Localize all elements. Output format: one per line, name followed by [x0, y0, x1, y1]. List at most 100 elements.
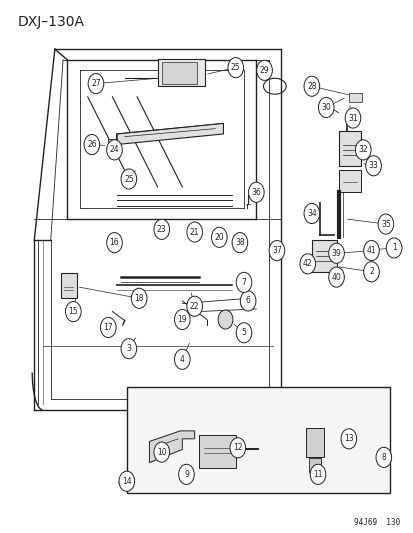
- Circle shape: [107, 140, 122, 160]
- Text: 35: 35: [380, 220, 390, 229]
- Circle shape: [256, 60, 272, 80]
- Text: 25: 25: [124, 174, 133, 183]
- Circle shape: [328, 267, 344, 287]
- Circle shape: [248, 182, 263, 203]
- Text: 8: 8: [380, 453, 385, 462]
- Text: 41: 41: [366, 246, 375, 255]
- Text: 15: 15: [69, 307, 78, 316]
- Text: 25: 25: [230, 63, 240, 72]
- Bar: [198, 435, 235, 468]
- Text: 19: 19: [177, 315, 187, 324]
- Text: 30: 30: [320, 103, 330, 112]
- Text: 27: 27: [91, 79, 100, 88]
- Text: 21: 21: [190, 228, 199, 237]
- Circle shape: [303, 204, 319, 223]
- Text: 33: 33: [368, 161, 377, 170]
- Circle shape: [121, 338, 136, 359]
- Text: 10: 10: [157, 448, 166, 457]
- Bar: [157, 59, 204, 86]
- Circle shape: [88, 74, 104, 94]
- Circle shape: [100, 317, 116, 337]
- Circle shape: [309, 464, 325, 484]
- Circle shape: [355, 140, 370, 160]
- Text: 31: 31: [347, 114, 357, 123]
- Circle shape: [218, 310, 233, 329]
- Circle shape: [107, 232, 122, 253]
- Text: 36: 36: [251, 188, 261, 197]
- Bar: [305, 428, 323, 457]
- Circle shape: [178, 464, 194, 484]
- Text: 38: 38: [235, 238, 244, 247]
- Text: 40: 40: [331, 272, 341, 281]
- Bar: [161, 62, 196, 84]
- Circle shape: [65, 302, 81, 321]
- Circle shape: [228, 58, 243, 78]
- Circle shape: [154, 442, 169, 462]
- Text: 13: 13: [343, 434, 353, 443]
- Circle shape: [174, 310, 190, 329]
- Polygon shape: [149, 431, 194, 463]
- Circle shape: [230, 438, 245, 458]
- Circle shape: [328, 243, 344, 263]
- Text: 18: 18: [134, 294, 144, 303]
- Circle shape: [119, 471, 134, 491]
- Text: 14: 14: [122, 477, 131, 486]
- Text: 26: 26: [87, 140, 97, 149]
- Text: 28: 28: [306, 82, 316, 91]
- Text: 37: 37: [271, 246, 281, 255]
- Bar: [108, 139, 117, 150]
- Circle shape: [232, 232, 247, 253]
- Text: 22: 22: [190, 302, 199, 311]
- Circle shape: [268, 240, 284, 261]
- Circle shape: [121, 169, 136, 189]
- Circle shape: [363, 240, 378, 261]
- Text: 1: 1: [391, 244, 396, 253]
- Circle shape: [375, 447, 391, 467]
- Text: 17: 17: [103, 323, 113, 332]
- Circle shape: [318, 98, 333, 117]
- FancyBboxPatch shape: [61, 273, 76, 298]
- Circle shape: [240, 291, 255, 311]
- Text: DXJ–130A: DXJ–130A: [18, 14, 85, 29]
- Circle shape: [303, 76, 319, 96]
- Circle shape: [131, 288, 147, 309]
- Bar: [126, 387, 389, 494]
- Text: 2: 2: [368, 268, 373, 276]
- Circle shape: [340, 429, 356, 449]
- Text: 32: 32: [358, 146, 367, 155]
- Text: 42: 42: [302, 260, 312, 268]
- Text: 3: 3: [126, 344, 131, 353]
- Bar: [308, 458, 320, 472]
- Text: 5: 5: [241, 328, 246, 337]
- Bar: [348, 93, 361, 102]
- Text: 34: 34: [306, 209, 316, 218]
- Circle shape: [377, 214, 393, 234]
- Text: 16: 16: [109, 238, 119, 247]
- Text: 7: 7: [241, 278, 246, 287]
- Circle shape: [344, 108, 360, 128]
- Circle shape: [84, 134, 100, 155]
- Circle shape: [363, 262, 378, 282]
- Circle shape: [154, 219, 169, 239]
- Text: 39: 39: [331, 249, 341, 258]
- Text: 94J69  130: 94J69 130: [353, 519, 399, 527]
- Circle shape: [365, 156, 380, 176]
- Circle shape: [236, 272, 251, 293]
- Text: 11: 11: [313, 470, 322, 479]
- Text: 6: 6: [245, 296, 250, 305]
- Circle shape: [186, 296, 202, 317]
- Circle shape: [211, 227, 227, 247]
- Circle shape: [186, 222, 202, 242]
- Circle shape: [174, 349, 190, 369]
- Text: 24: 24: [109, 146, 119, 155]
- Circle shape: [385, 238, 401, 258]
- Circle shape: [299, 254, 315, 274]
- Text: 4: 4: [180, 355, 184, 364]
- Polygon shape: [116, 123, 223, 144]
- Text: 9: 9: [183, 470, 188, 479]
- Text: 12: 12: [233, 443, 242, 453]
- FancyBboxPatch shape: [338, 170, 360, 192]
- FancyBboxPatch shape: [311, 240, 336, 272]
- FancyBboxPatch shape: [338, 131, 360, 166]
- Text: 29: 29: [259, 66, 269, 75]
